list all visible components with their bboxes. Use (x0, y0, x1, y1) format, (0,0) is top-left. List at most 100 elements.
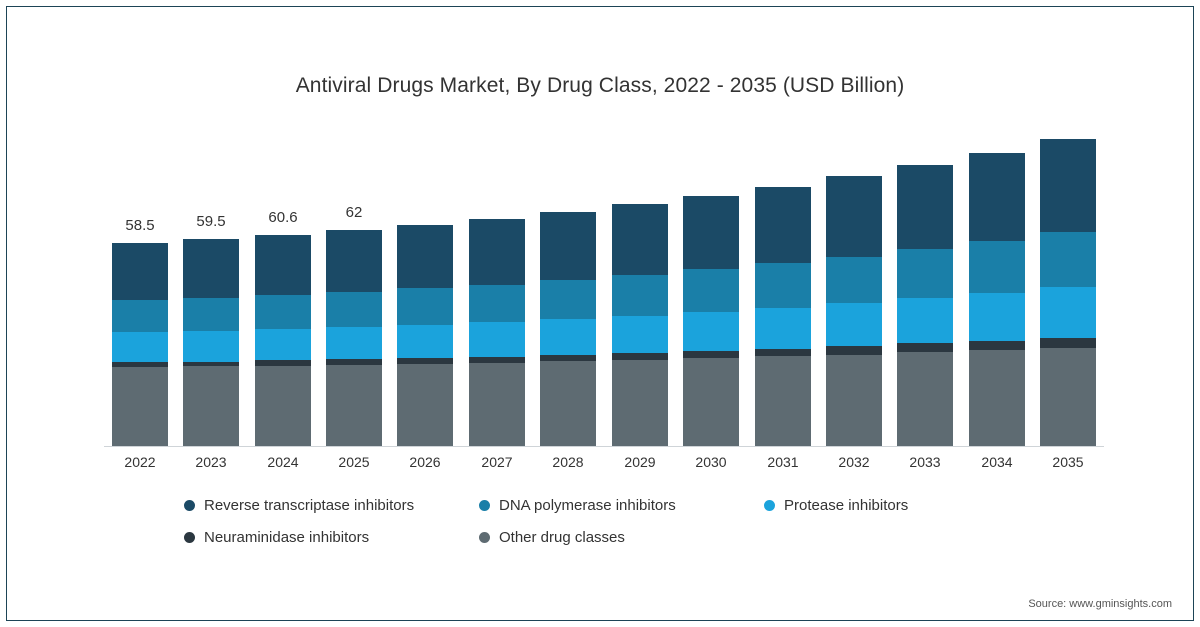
bar-segment[interactable] (612, 360, 668, 446)
legend-item[interactable]: Other drug classes (479, 529, 625, 546)
bar-segment[interactable] (469, 362, 525, 446)
bar-segment[interactable] (255, 295, 311, 330)
bar-segment[interactable] (612, 275, 668, 316)
bar-segment[interactable] (469, 284, 525, 323)
bar-2028[interactable] (540, 211, 596, 446)
bar-segment[interactable] (897, 298, 953, 344)
bar-2032[interactable] (826, 176, 882, 446)
bar-segment[interactable] (969, 340, 1025, 350)
bar-2026[interactable] (397, 224, 453, 446)
bar-segment[interactable] (397, 288, 453, 325)
legend-label: Reverse transcriptase inhibitors (204, 496, 415, 514)
bar-value-label: 60.6 (268, 209, 298, 227)
bar-segment[interactable] (683, 269, 739, 312)
bar-segment[interactable] (326, 327, 382, 360)
bar-segment[interactable] (326, 291, 382, 328)
bar-segment[interactable] (183, 239, 239, 298)
bar-segment[interactable] (183, 330, 239, 362)
bar-2022[interactable] (112, 242, 168, 446)
bar-segment[interactable] (755, 307, 811, 349)
bar-segment[interactable] (612, 204, 668, 276)
x-tick-2028: 2028 (552, 454, 584, 470)
bar-value-label: 59.5 (196, 213, 226, 231)
bar-segment[interactable] (540, 361, 596, 446)
bar-segment[interactable] (326, 230, 382, 292)
bar-segment[interactable] (897, 343, 953, 353)
bar-segment[interactable] (1040, 347, 1096, 446)
bar-2025[interactable] (326, 230, 382, 446)
bar-2033[interactable] (897, 165, 953, 446)
x-tick-2030: 2030 (695, 454, 727, 470)
bar-2029[interactable] (612, 204, 668, 446)
bar-segment[interactable] (183, 297, 239, 331)
bar-segment[interactable] (1040, 287, 1096, 338)
bar-segment[interactable] (469, 322, 525, 357)
bar-segment[interactable] (826, 176, 882, 257)
bar-segment[interactable] (969, 152, 1025, 242)
bar-segment[interactable] (826, 303, 882, 347)
legend-item[interactable]: Reverse transcriptase inhibitors (184, 497, 414, 514)
bar-segment[interactable] (183, 366, 239, 446)
x-tick-2026: 2026 (409, 454, 441, 470)
bar-segment[interactable] (755, 263, 811, 308)
bar-segment[interactable] (969, 350, 1025, 446)
legend-item[interactable]: Neuraminidase inhibitors (184, 529, 369, 546)
bar-segment[interactable] (397, 358, 453, 364)
bar-segment[interactable] (755, 348, 811, 357)
bar-segment[interactable] (826, 346, 882, 355)
bar-segment[interactable] (1040, 232, 1096, 288)
bar-segment[interactable] (326, 359, 382, 365)
bar-segment[interactable] (469, 356, 525, 363)
bar-segment[interactable] (755, 186, 811, 264)
bar-segment[interactable] (683, 311, 739, 351)
bar-segment[interactable] (826, 354, 882, 446)
plot-area (104, 110, 1104, 446)
bar-2035[interactable] (1040, 139, 1096, 446)
bar-2030[interactable] (683, 195, 739, 446)
bar-segment[interactable] (683, 195, 739, 270)
bar-segment[interactable] (897, 165, 953, 250)
bar-segment[interactable] (897, 352, 953, 446)
bar-segment[interactable] (826, 256, 882, 304)
bar-2024[interactable] (255, 235, 311, 446)
legend-item[interactable]: Protease inhibitors (764, 497, 908, 514)
bar-segment[interactable] (255, 329, 311, 361)
bar-segment[interactable] (683, 358, 739, 446)
bar-segment[interactable] (255, 235, 311, 296)
legend-item[interactable]: DNA polymerase inhibitors (479, 497, 676, 514)
bar-segment[interactable] (469, 218, 525, 285)
bar-segment[interactable] (112, 299, 168, 333)
bar-segment[interactable] (540, 319, 596, 355)
bar-segment[interactable] (112, 332, 168, 363)
bar-segment[interactable] (540, 354, 596, 362)
x-tick-2035: 2035 (1052, 454, 1084, 470)
bar-segment[interactable] (397, 324, 453, 359)
bar-segment[interactable] (397, 363, 453, 446)
bar-segment[interactable] (612, 315, 668, 354)
bar-segment[interactable] (326, 364, 382, 446)
bar-segment[interactable] (969, 292, 1025, 341)
bar-segment[interactable] (683, 350, 739, 358)
x-tick-2031: 2031 (767, 454, 799, 470)
bar-2031[interactable] (755, 186, 811, 446)
bar-segment[interactable] (397, 224, 453, 289)
bar-segment[interactable] (540, 211, 596, 281)
bar-segment[interactable] (255, 360, 311, 366)
bar-segment[interactable] (112, 362, 168, 367)
x-tick-2025: 2025 (338, 454, 370, 470)
bar-segment[interactable] (112, 366, 168, 446)
bar-segment[interactable] (1040, 139, 1096, 233)
bar-segment[interactable] (612, 353, 668, 361)
bar-segment[interactable] (897, 249, 953, 299)
bar-segment[interactable] (112, 242, 168, 300)
bar-2023[interactable] (183, 239, 239, 446)
bar-2027[interactable] (469, 218, 525, 446)
bar-segment[interactable] (969, 241, 1025, 293)
bar-segment[interactable] (183, 361, 239, 367)
bar-segment[interactable] (255, 365, 311, 446)
x-tick-2023: 2023 (195, 454, 227, 470)
bar-segment[interactable] (755, 356, 811, 446)
bar-segment[interactable] (540, 280, 596, 320)
bar-segment[interactable] (1040, 337, 1096, 348)
bar-2034[interactable] (969, 152, 1025, 446)
